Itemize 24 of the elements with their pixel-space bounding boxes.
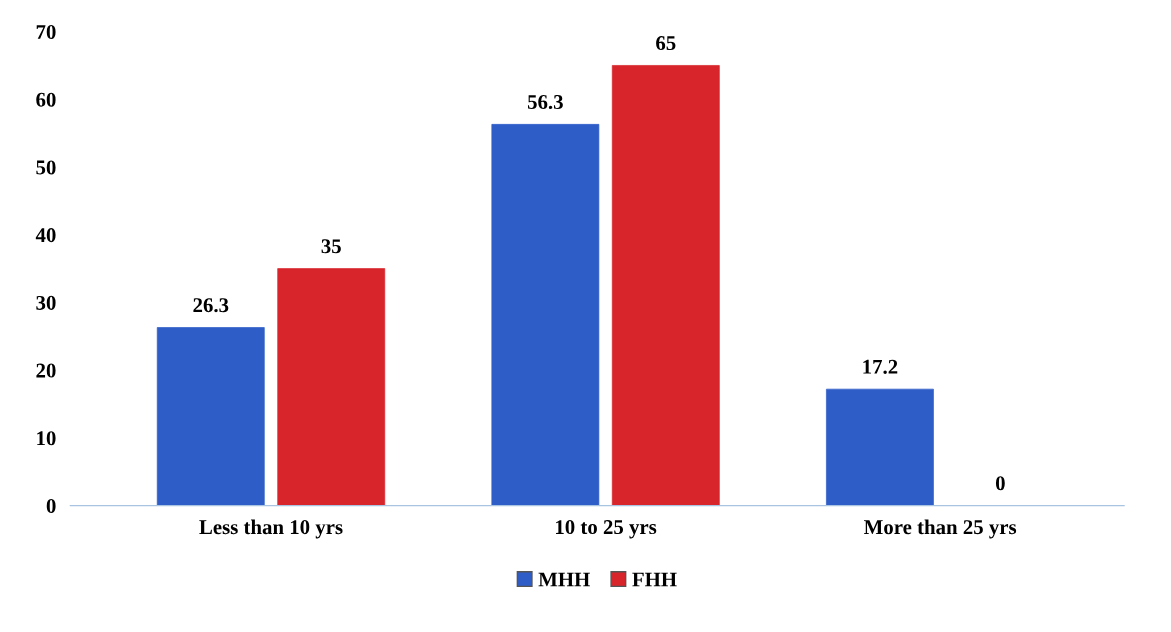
y-tick-label: 0 <box>46 498 56 514</box>
bar <box>156 327 265 506</box>
bar <box>826 388 934 506</box>
bar <box>277 268 386 506</box>
data-label: 65 <box>656 36 676 51</box>
y-tick-label: 30 <box>36 295 56 310</box>
data-label: 56.3 <box>527 95 563 110</box>
y-tick-label: 70 <box>36 24 56 40</box>
x-tick-label: More than 25 yrs <box>864 519 1017 539</box>
data-label: 0 <box>995 476 1005 491</box>
bar <box>491 124 600 506</box>
y-tick-label: 40 <box>35 228 56 243</box>
legend-label: FHH <box>632 572 677 587</box>
data-label: 26.3 <box>193 298 229 313</box>
x-tick-label: 10 to 25 yrs <box>556 520 657 539</box>
x-tick-label: Less than 10 yrs <box>199 519 343 539</box>
data-label: 35 <box>321 239 341 254</box>
legend-label: MHH <box>538 572 590 587</box>
y-tick-label: 60 <box>36 92 56 107</box>
y-tick-label: 10 <box>37 431 56 446</box>
y-tick-label: 20 <box>36 363 56 378</box>
bar <box>611 65 720 506</box>
y-tick-label: 50 <box>36 160 56 175</box>
data-label: 17.2 <box>863 359 898 374</box>
